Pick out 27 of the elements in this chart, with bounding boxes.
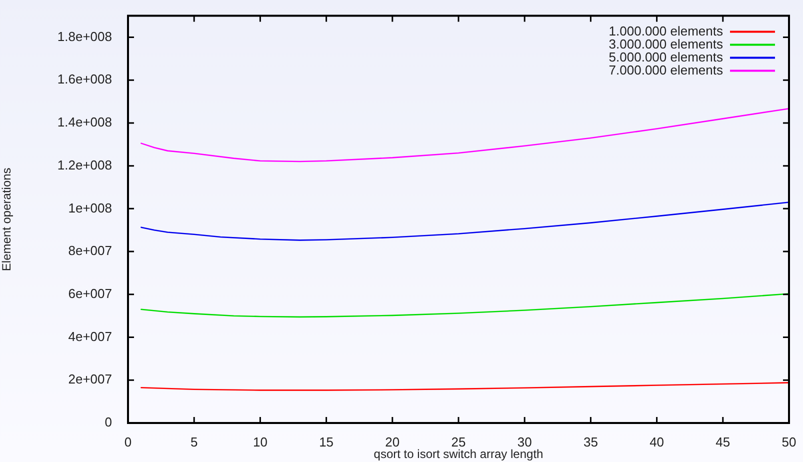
- y-tick-label: 8e+007: [68, 243, 112, 258]
- x-tick-label: 35: [583, 434, 598, 450]
- y-tick-label: 1.8e+008: [57, 28, 112, 44]
- x-tick-label: 40: [650, 434, 664, 450]
- x-tick-label: 20: [385, 434, 400, 450]
- legend-label: 3.000.000 elements: [608, 36, 724, 52]
- x-tick-label: 10: [252, 434, 268, 450]
- y-axis-title: Element operations: [0, 168, 14, 272]
- x-tick-label: 50: [782, 434, 796, 450]
- y-tick-label: 1.2e+008: [57, 157, 112, 172]
- x-tick-label: 30: [517, 434, 532, 450]
- y-tick-label: 1.4e+008: [57, 114, 112, 130]
- y-tick-label: 2e+007: [68, 372, 112, 387]
- x-tick-label: 15: [319, 434, 334, 450]
- x-tick-label: 0: [124, 434, 132, 450]
- legend-label: 7.000.000 elements: [608, 62, 724, 78]
- y-tick-label: 1.6e+008: [57, 72, 112, 87]
- y-tick-label: 4e+007: [68, 328, 112, 344]
- legend-label: 1.000.000 elements: [608, 23, 724, 38]
- x-tick-label: 5: [190, 434, 198, 450]
- x-tick-label: 45: [716, 434, 730, 450]
- y-tick-label: 1e+008: [68, 200, 112, 216]
- x-axis-title: qsort to isort switch array length: [374, 447, 544, 462]
- y-tick-label: 6e+007: [68, 286, 112, 301]
- y-tick-label: 0: [104, 414, 112, 430]
- legend-label: 5.000.000 elements: [608, 49, 724, 64]
- x-tick-label: 25: [451, 434, 466, 450]
